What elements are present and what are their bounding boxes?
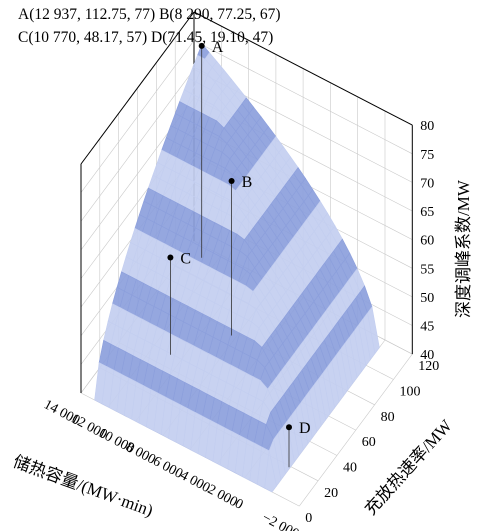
z-tick-label-0: 40 bbox=[420, 348, 434, 363]
x-axis-label: 储热容量/(MW·min) bbox=[11, 452, 156, 520]
y-tick-label-1: 20 bbox=[324, 486, 338, 501]
surface-layer bbox=[94, 43, 380, 493]
z-tick-label-3: 55 bbox=[420, 262, 434, 277]
point-label-C: C bbox=[180, 251, 191, 268]
caption-line-2: C(10 770, 48.17, 57) D(71.45, 19.10, 47) bbox=[18, 29, 274, 46]
y-axis-label: 充放热速率/MW bbox=[361, 415, 457, 518]
point-label-A: A bbox=[212, 39, 224, 56]
point-marker-B bbox=[228, 178, 235, 184]
point-label-B: B bbox=[242, 174, 253, 191]
point-marker-D bbox=[286, 424, 292, 431]
z-axis-label: 深度调峰系数/MW bbox=[454, 179, 473, 318]
y-tick-label-5: 100 bbox=[400, 385, 421, 400]
box-edge-54 bbox=[193, 11, 413, 126]
point-layer: A B C D bbox=[167, 39, 311, 468]
z-tick-label-8: 80 bbox=[420, 119, 434, 134]
grid-line-30 bbox=[80, 40, 195, 193]
y-tick-label-4: 80 bbox=[381, 410, 395, 425]
point-label-D: D bbox=[299, 420, 311, 437]
grid-line-29 bbox=[80, 69, 195, 222]
point-marker-C bbox=[167, 254, 174, 261]
z-tick-label-5: 65 bbox=[420, 205, 434, 220]
z-tick-label-4: 60 bbox=[420, 234, 434, 249]
y-tick-label-0: 0 bbox=[305, 511, 312, 526]
x-tick-label-8: −2 000 bbox=[259, 510, 301, 531]
front-face bbox=[94, 400, 272, 492]
grid-line-48 bbox=[193, 40, 413, 155]
z-tick-label-6: 70 bbox=[420, 176, 434, 191]
y-tick-label-3: 60 bbox=[362, 435, 376, 450]
point-marker-A bbox=[198, 42, 205, 49]
z-tick-label-1: 45 bbox=[420, 320, 434, 335]
box-edge-53 bbox=[80, 11, 195, 165]
caption-line-1: A(12 937, 112.75, 77) B(8 290, 77.25, 67… bbox=[18, 6, 281, 23]
y-tick-label-6: 120 bbox=[418, 359, 439, 374]
z-tick-label-7: 75 bbox=[420, 148, 434, 163]
z-tick-label-2: 50 bbox=[420, 291, 434, 306]
y-tick-label-2: 40 bbox=[343, 461, 357, 476]
